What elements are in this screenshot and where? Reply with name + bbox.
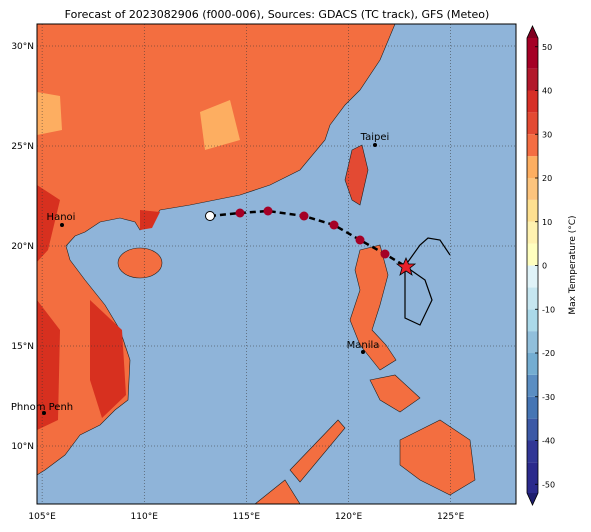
track-point (299, 211, 309, 221)
colorbar-tick-label: 50 (542, 43, 552, 52)
current-position (395, 256, 417, 276)
colorbar-band (527, 199, 538, 222)
colorbar-tick-label: 0 (542, 262, 547, 271)
hot-areas (37, 185, 160, 430)
cone (404, 237, 451, 267)
colorbar-over (527, 26, 538, 38)
cool-areas (37, 92, 240, 150)
colorbar-tick-label: 20 (542, 174, 552, 183)
city-dot (42, 411, 46, 415)
map: Taipei Hanoi Manila Phnom Penh (11, 23, 517, 505)
frame (36, 23, 517, 505)
colorbar-band (527, 418, 538, 441)
colorbar-band (527, 462, 538, 493)
x-tick-label: 125°E (437, 512, 465, 522)
colorbar-tick-label: 40 (542, 87, 552, 96)
colorbar-band (527, 374, 538, 397)
track-line (209, 209, 406, 268)
track-point (380, 249, 390, 259)
city-label: Manila (347, 340, 380, 351)
colorbar-tick-label: -40 (542, 437, 555, 446)
colorbar-band (527, 112, 538, 135)
colorbar-tick-label: -30 (542, 393, 555, 402)
land (36, 23, 476, 505)
colorbar-outline (526, 25, 539, 506)
colorbar-band (527, 221, 538, 244)
colorbar-band (527, 68, 538, 91)
title: Forecast of 2023082906 (f000-006), Sourc… (65, 8, 490, 21)
colorbar-band (527, 265, 538, 288)
cities: Taipei Hanoi Manila Phnom Penh (11, 132, 389, 415)
y-tick-label: 30°N (11, 42, 34, 52)
colorbar-tick-label: -50 (542, 480, 555, 489)
colorbar-under (527, 493, 538, 505)
colorbar-tick-label: 30 (542, 130, 552, 139)
colorbar-band (527, 243, 538, 266)
x-tick-label: 105°E (28, 512, 56, 522)
colorbar-band (527, 134, 538, 157)
track-point (355, 235, 365, 245)
x-tick-label: 115°E (233, 512, 261, 522)
colorbar-band (527, 38, 538, 69)
colorbar-tick-label: -10 (542, 305, 555, 314)
colorbar-band (527, 353, 538, 375)
y-tick-label: 15°N (11, 342, 34, 352)
track-point (235, 208, 245, 218)
city-label: Taipei (360, 132, 390, 143)
city-label: Hanoi (47, 212, 76, 223)
y-tick-label: 20°N (11, 242, 34, 252)
track-point (329, 220, 339, 230)
city-dot (373, 143, 377, 147)
x-tick-label: 110°E (131, 512, 159, 522)
city-dot (361, 350, 365, 354)
track-point (205, 211, 215, 221)
city-label: Phnom Penh (11, 402, 73, 413)
colorbar-band (527, 287, 538, 310)
colorbar-tick-label: -20 (542, 349, 555, 358)
colorbar-band (527, 396, 538, 419)
colorbar-band (527, 309, 538, 332)
y-tick-label: 25°N (11, 142, 34, 152)
city-dot (60, 223, 64, 227)
colorbar-band (527, 331, 538, 353)
colorbar: -50 -40 -30 -20 -10 0 10 20 30 40 50 (526, 25, 555, 506)
colorbar-band (527, 156, 538, 178)
y-tick-label: 10°N (11, 442, 34, 452)
colorbar-label: Max Temperature (°C) (568, 215, 578, 314)
colorbar-band (527, 178, 538, 200)
colorbar-band (527, 90, 538, 113)
colorbar-tick-label: 10 (542, 218, 552, 227)
track (205, 206, 451, 326)
colorbar-band (527, 440, 538, 463)
grid (37, 24, 516, 504)
x-tick-label: 120°E (335, 512, 363, 522)
cone (404, 264, 433, 326)
track-point (263, 206, 273, 216)
